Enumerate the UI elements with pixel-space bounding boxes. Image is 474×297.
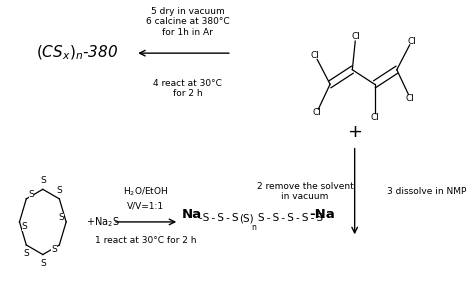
Text: 4 react at 30°C
for 2 h: 4 react at 30°C for 2 h	[154, 79, 222, 98]
Text: S: S	[56, 186, 62, 195]
Text: S: S	[40, 259, 46, 268]
Text: Cl: Cl	[406, 94, 415, 103]
Text: Na: Na	[182, 208, 202, 221]
Text: S: S	[58, 213, 64, 222]
Text: $\mathregular{+ Na_2S}$: $\mathregular{+ Na_2S}$	[85, 215, 119, 229]
Text: 1 react at 30°C for 2 h: 1 react at 30°C for 2 h	[95, 236, 197, 246]
Text: S: S	[23, 249, 29, 258]
Text: S: S	[40, 176, 46, 185]
Text: V/V=1:1: V/V=1:1	[127, 201, 164, 210]
Text: -S - S - S: -S - S - S	[199, 213, 238, 223]
Text: Cl: Cl	[351, 32, 360, 41]
Text: Cl: Cl	[311, 51, 320, 60]
Text: Cl: Cl	[312, 108, 321, 117]
Text: $\mathregular{H_2O}$/EtOH: $\mathregular{H_2O}$/EtOH	[123, 185, 168, 198]
Text: Cl: Cl	[370, 113, 379, 122]
Text: Cl: Cl	[407, 37, 416, 46]
Text: -Na: -Na	[310, 208, 336, 221]
Text: n: n	[251, 223, 256, 232]
Text: $(CS_x)_n$-380: $(CS_x)_n$-380	[36, 44, 118, 62]
Text: S: S	[51, 245, 57, 254]
Text: S: S	[22, 222, 27, 231]
Text: S: S	[29, 189, 35, 199]
Text: 2 remove the solvent
in vacuum: 2 remove the solvent in vacuum	[256, 182, 353, 201]
Text: (S): (S)	[239, 213, 254, 223]
Text: +: +	[347, 123, 362, 141]
Text: S - S - S - S - S: S - S - S - S - S	[258, 213, 323, 223]
Text: 5 dry in vacuum
6 calcine at 380°C
for 1h in Ar: 5 dry in vacuum 6 calcine at 380°C for 1…	[146, 7, 230, 37]
Text: 3 dissolve in NMP: 3 dissolve in NMP	[387, 187, 466, 196]
